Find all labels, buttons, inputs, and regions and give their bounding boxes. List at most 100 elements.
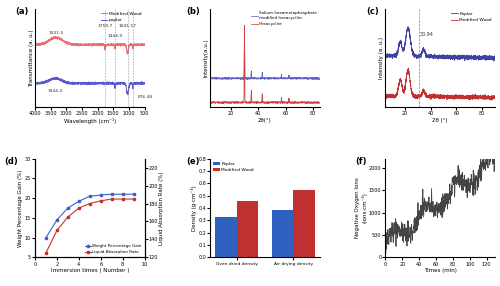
Text: (d): (d) — [4, 157, 18, 166]
Liquid Absorption Rate — [108, 197, 114, 201]
Line: Modified Wood: Modified Wood — [35, 36, 144, 54]
Modified Wood — [118, 43, 124, 46]
Text: 1041.57: 1041.57 — [118, 24, 136, 28]
Hexacyclite — [250, 101, 256, 104]
Modified Wood — [436, 95, 442, 98]
Y-axis label: Transmittance (a. u.): Transmittance (a. u.) — [28, 29, 34, 87]
Y-axis label: Weight Percentage Gain (%): Weight Percentage Gain (%) — [18, 169, 23, 247]
Line: Weight Percentage Gain: Weight Percentage Gain — [44, 193, 135, 239]
Text: 1759.7: 1759.7 — [98, 24, 112, 28]
Liquid Absorption Rate — [87, 202, 93, 205]
poplar — [54, 76, 60, 79]
Solium hexametaphosphate
modified hexacyclite — [226, 77, 232, 80]
Solium hexametaphosphate
modified hexacyclite — [220, 77, 226, 80]
Y-axis label: Density (g·cm⁻³): Density (g·cm⁻³) — [191, 185, 197, 231]
Modified Wood — [469, 95, 475, 98]
Modified Wood — [489, 98, 495, 102]
poplar — [142, 82, 148, 85]
Liquid Absorption Rate — [54, 229, 60, 232]
Line: Liquid Absorption Rate: Liquid Absorption Rate — [44, 198, 135, 254]
Y-axis label: Intensity(a.u.): Intensity(a.u.) — [204, 39, 209, 77]
Hexacyclite — [207, 101, 213, 104]
Poplar — [490, 59, 496, 63]
Poplar — [489, 55, 495, 58]
Solium hexametaphosphate
modified hexacyclite — [207, 77, 213, 81]
Modified Wood — [138, 43, 144, 46]
Hexacyclite — [303, 100, 309, 104]
Solium hexametaphosphate
modified hexacyclite — [254, 77, 260, 80]
Solium hexametaphosphate
modified hexacyclite — [317, 77, 323, 80]
Poplar — [405, 25, 411, 29]
Hexacyclite — [314, 101, 320, 104]
Legend: Poplar, Modified Wood: Poplar, Modified Wood — [450, 11, 493, 23]
Hexacyclite — [317, 100, 323, 104]
Liquid Absorption Rate — [43, 251, 49, 255]
Hexacyclite — [242, 23, 248, 27]
Text: 1444.9: 1444.9 — [108, 35, 122, 39]
Modified Wood — [492, 97, 498, 100]
Modified Wood — [388, 94, 394, 98]
Bar — [294, 190, 315, 257]
Weight Percentage Gain — [87, 194, 93, 198]
Legend: Solium hexametaphosphate
modified hexacyclite, Hexacyclite: Solium hexametaphosphate modified hexacy… — [250, 11, 318, 27]
poplar — [138, 82, 144, 85]
Bar — [236, 200, 258, 257]
Liquid Absorption Rate — [120, 197, 126, 201]
Text: (e): (e) — [186, 157, 200, 166]
poplar — [124, 93, 130, 96]
Poplar — [492, 56, 498, 60]
Poplar — [388, 55, 394, 58]
Weight Percentage Gain — [43, 236, 49, 239]
Modified Wood — [142, 42, 148, 45]
Hexacyclite — [220, 101, 226, 104]
Legend: Weight Percentage Gain, Liquid Absorption Rate: Weight Percentage Gain, Liquid Absorptio… — [84, 244, 142, 255]
Solium hexametaphosphate
modified hexacyclite — [303, 76, 309, 80]
Poplar — [436, 54, 442, 57]
Modified Wood — [82, 43, 88, 47]
Text: (c): (c) — [366, 7, 378, 16]
Poplar — [433, 55, 439, 59]
Legend: Poplar, Modified Wood: Poplar, Modified Wood — [212, 161, 255, 173]
X-axis label: Wavelength (cm⁻¹): Wavelength (cm⁻¹) — [64, 118, 116, 124]
X-axis label: Immersion times ( Number ): Immersion times ( Number ) — [50, 268, 129, 273]
Line: Poplar: Poplar — [386, 27, 495, 61]
Line: Hexacyclite: Hexacyclite — [210, 25, 320, 104]
X-axis label: 2θ (°): 2θ (°) — [432, 118, 448, 123]
Modified Wood — [32, 42, 38, 46]
X-axis label: Times (min): Times (min) — [424, 268, 456, 273]
Hexacyclite — [254, 101, 260, 104]
Liquid Absorption Rate — [130, 197, 136, 201]
Weight Percentage Gain — [98, 193, 103, 197]
Line: Modified Wood: Modified Wood — [386, 68, 495, 100]
Line: Solium hexametaphosphate
modified hexacyclite: Solium hexametaphosphate modified hexacy… — [210, 35, 320, 80]
Weight Percentage Gain — [120, 192, 126, 196]
Liquid Absorption Rate — [76, 206, 82, 210]
Text: 30.94: 30.94 — [420, 32, 434, 37]
Y-axis label: Liquid Absorption Rate (%): Liquid Absorption Rate (%) — [160, 171, 164, 245]
Solium hexametaphosphate
modified hexacyclite — [314, 77, 320, 80]
poplar — [138, 81, 144, 85]
Poplar — [382, 56, 388, 59]
Liquid Absorption Rate — [65, 215, 71, 219]
Hexacyclite — [226, 101, 232, 104]
Modified Wood — [86, 43, 91, 46]
Modified Wood — [52, 35, 58, 38]
Bar — [272, 210, 293, 257]
Solium hexametaphosphate
modified hexacyclite — [242, 33, 248, 37]
Legend: Modified Wood, poplar: Modified Wood, poplar — [100, 11, 142, 23]
Modified Wood — [489, 95, 495, 98]
poplar — [118, 82, 124, 85]
poplar — [82, 82, 88, 85]
Modified Wood — [406, 66, 411, 70]
Text: (f): (f) — [355, 157, 366, 166]
Solium hexametaphosphate
modified hexacyclite — [250, 77, 256, 80]
Text: 3344.4: 3344.4 — [48, 89, 63, 93]
poplar — [32, 82, 38, 86]
Liquid Absorption Rate — [98, 199, 103, 202]
Bar — [215, 217, 236, 257]
Hexacyclite — [220, 102, 226, 105]
Weight Percentage Gain — [54, 218, 60, 222]
Modified Wood — [124, 52, 130, 56]
Line: poplar: poplar — [35, 77, 144, 94]
Weight Percentage Gain — [76, 200, 82, 203]
